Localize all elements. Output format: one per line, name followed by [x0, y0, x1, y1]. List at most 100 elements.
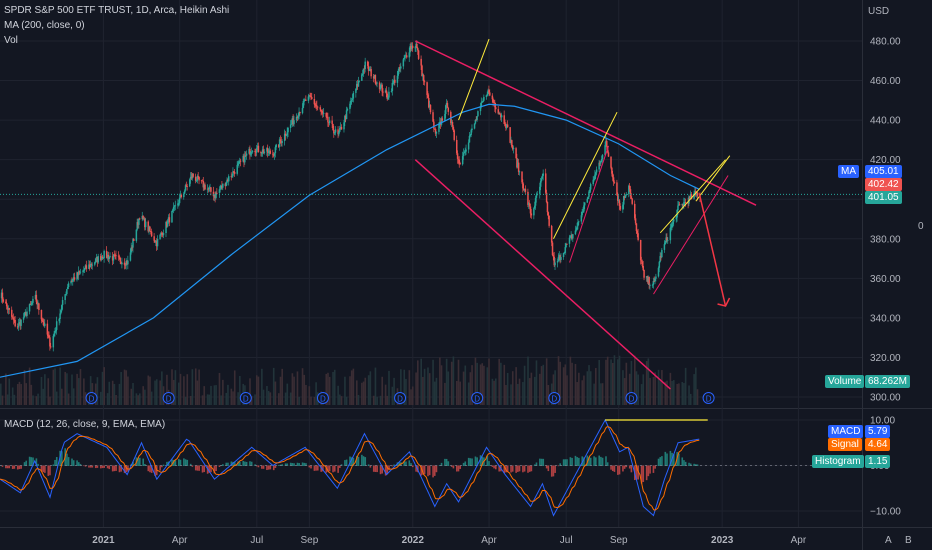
candle-body — [177, 203, 180, 204]
candle-body — [540, 178, 543, 182]
candle-body — [661, 249, 663, 258]
candle-body — [23, 312, 26, 318]
candle-body — [630, 196, 633, 199]
histogram-bar — [249, 461, 251, 466]
volume-bar — [511, 371, 514, 405]
candle-body — [593, 179, 595, 181]
candle-body — [356, 84, 359, 87]
volume-bar — [20, 384, 22, 405]
histogram-bar — [230, 461, 233, 466]
histogram-bar — [372, 465, 375, 472]
histogram-bar — [542, 458, 545, 466]
candle-body — [358, 80, 361, 82]
volume-bar — [120, 372, 122, 405]
volume-bar — [408, 370, 411, 405]
dividend-marker-label: D — [706, 395, 712, 404]
volume-bar — [388, 370, 390, 405]
volume-bar — [493, 380, 495, 405]
histogram-bar — [198, 465, 200, 471]
histogram-bar — [506, 465, 509, 472]
volume-bar — [600, 383, 602, 405]
histogram-bar — [349, 456, 351, 466]
volume-bar — [325, 373, 328, 405]
volume-bar — [374, 367, 377, 405]
candle-body — [643, 269, 645, 278]
candle-body — [571, 235, 573, 239]
candle-body — [228, 176, 230, 182]
histogram-bar — [32, 457, 34, 466]
candle-body — [385, 90, 388, 94]
dividend-marker — [162, 392, 175, 404]
log-scale-button[interactable]: B — [905, 535, 912, 546]
candle-body — [470, 130, 472, 136]
volume-bar — [345, 396, 348, 405]
candle-body — [657, 267, 660, 277]
volume-bar — [215, 385, 217, 405]
histogram-bar — [244, 461, 246, 466]
candle-body — [243, 156, 245, 163]
candle-body — [48, 335, 50, 338]
candle-body — [617, 194, 619, 201]
candle-body — [221, 185, 223, 188]
candle-body — [0, 292, 3, 299]
candle-body — [477, 111, 479, 117]
histogram-bar — [669, 450, 672, 466]
candle-body — [162, 233, 165, 236]
candle-body — [255, 148, 258, 153]
histogram-bar — [533, 464, 536, 466]
volume-bar — [249, 378, 251, 405]
auto-scale-button[interactable]: A — [885, 535, 892, 546]
histogram-bar — [683, 460, 685, 466]
volume-bar — [349, 376, 351, 405]
candle-body — [575, 229, 578, 231]
volume-bar — [166, 374, 168, 405]
candle-body — [233, 172, 236, 174]
volume-bar — [101, 371, 104, 405]
candle-body — [268, 150, 271, 152]
candle-body — [564, 247, 566, 253]
last-price-tag: 402.42 — [865, 178, 902, 191]
candle-body — [197, 176, 199, 177]
candle-body — [289, 124, 292, 128]
candle-body — [578, 221, 580, 223]
candle-body — [611, 167, 613, 174]
candle-body — [215, 192, 217, 198]
candle-body — [305, 99, 307, 101]
histogram-bar — [630, 465, 633, 473]
candle-body — [137, 222, 139, 225]
candle-body — [155, 240, 157, 243]
candle-body — [689, 194, 692, 198]
candle-body — [666, 237, 668, 241]
volume-bar — [279, 376, 282, 405]
volume-bar — [649, 377, 651, 405]
histogram-bar — [566, 459, 568, 466]
histogram-bar — [123, 465, 126, 474]
volume-bar — [42, 388, 44, 405]
candle-body — [284, 133, 287, 136]
candle-body — [498, 112, 500, 114]
histogram-bar — [479, 455, 482, 466]
candle-body — [446, 102, 449, 108]
histogram-bar — [257, 465, 260, 468]
candle-body — [375, 83, 377, 85]
candle-body — [639, 239, 642, 261]
candle-body — [191, 173, 194, 179]
histogram-bar — [515, 465, 517, 473]
histogram-bar — [339, 465, 341, 468]
histogram-bar — [28, 456, 31, 466]
candle-body — [589, 184, 592, 190]
histogram-bar — [622, 465, 624, 472]
histogram-bar — [227, 462, 229, 466]
volume-bar — [64, 371, 67, 405]
candle-body — [166, 220, 169, 227]
volume-bar — [232, 391, 234, 405]
candle-body — [361, 74, 363, 81]
candle-body — [659, 256, 661, 262]
histogram-bar — [111, 465, 114, 472]
candle-body — [309, 95, 311, 97]
volume-bar — [595, 368, 597, 405]
volume-bar — [327, 372, 329, 405]
histogram-bar — [49, 465, 51, 476]
candle-body — [44, 323, 46, 327]
